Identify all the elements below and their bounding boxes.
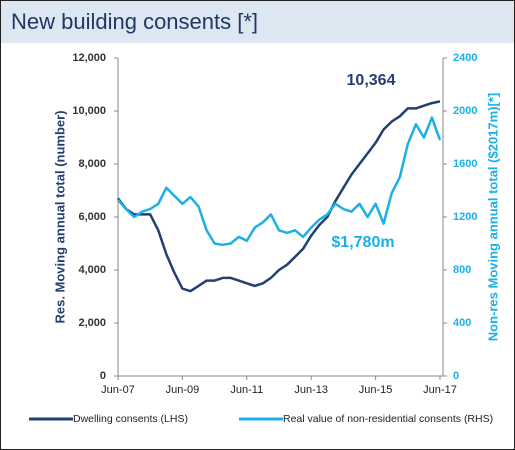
x-tick-label: Jun-09 (166, 384, 200, 396)
y2-tick-label: 400 (453, 317, 471, 329)
y2-tick-label: 0 (453, 370, 459, 382)
series-line (117, 100, 441, 293)
annotation: 10,364 (347, 72, 396, 89)
y2-axis-title: Non-res Moving annual total ($2017m)[*] (485, 93, 500, 341)
series-line (117, 116, 442, 247)
y2-tick-label: 800 (453, 264, 471, 276)
y-tick-label: 10,000 (72, 105, 106, 117)
y2-tick-label: 1200 (453, 211, 477, 223)
x-tick-label: Jun-11 (230, 384, 263, 396)
y-tick-label: 0 (100, 370, 106, 382)
legend-label: Real value of non-residential consents (… (283, 413, 493, 425)
legend-label: Dwelling consents (LHS) (73, 413, 188, 425)
y-tick-label: 12,000 (72, 52, 106, 64)
y-tick-label: 4,000 (78, 264, 106, 276)
x-tick-label: Jun-15 (359, 384, 393, 396)
y-tick-label: 6,000 (78, 211, 106, 223)
y2-tick-label: 2400 (453, 52, 477, 64)
x-tick-label: Jun-07 (101, 384, 135, 396)
x-tick-label: Jun-17 (423, 384, 457, 396)
y-tick-label: 8,000 (78, 158, 106, 170)
y2-tick-label: 2000 (453, 105, 477, 117)
x-tick-label: Jun-13 (294, 384, 328, 396)
y-tick-label: 2,000 (78, 317, 106, 329)
y-axis-title: Res. Moving annual total (number) (52, 110, 67, 323)
y2-tick-label: 1600 (453, 158, 477, 170)
annotation: $1,780m (331, 234, 394, 251)
chart-title: New building consents [*] (1, 1, 514, 43)
